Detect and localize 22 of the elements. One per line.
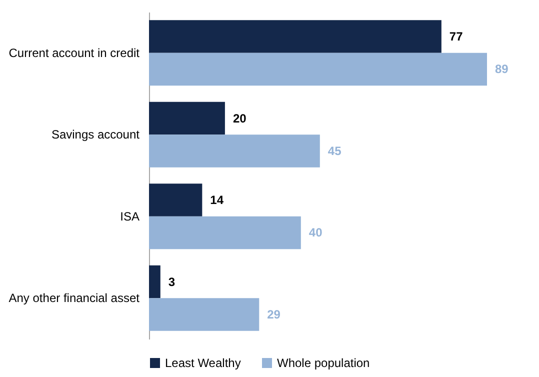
- bar: [149, 184, 202, 216]
- legend-label: Whole population: [277, 356, 370, 370]
- data-label: 20: [232, 111, 247, 126]
- data-label: 77: [449, 30, 464, 44]
- data-label: 3: [168, 274, 176, 289]
- bar: [149, 298, 260, 331]
- legend-label: Least Wealthy: [165, 356, 241, 370]
- bar: [149, 216, 301, 250]
- y-tick-label: ISA: [120, 209, 140, 224]
- bar: [149, 102, 225, 135]
- y-tick-label: Current account in credit: [8, 46, 140, 60]
- y-tick-label: Any other financial asset: [8, 291, 140, 306]
- bar: [149, 52, 487, 86]
- y-tick-label: Savings account: [51, 128, 140, 142]
- data-label: 45: [328, 144, 342, 158]
- bar: [149, 20, 442, 53]
- bar: [149, 265, 160, 298]
- data-label: 40: [308, 226, 323, 240]
- data-label: 89: [495, 62, 509, 76]
- data-label: 14: [210, 193, 224, 208]
- data-label: 29: [267, 307, 281, 322]
- bar: [149, 134, 320, 168]
